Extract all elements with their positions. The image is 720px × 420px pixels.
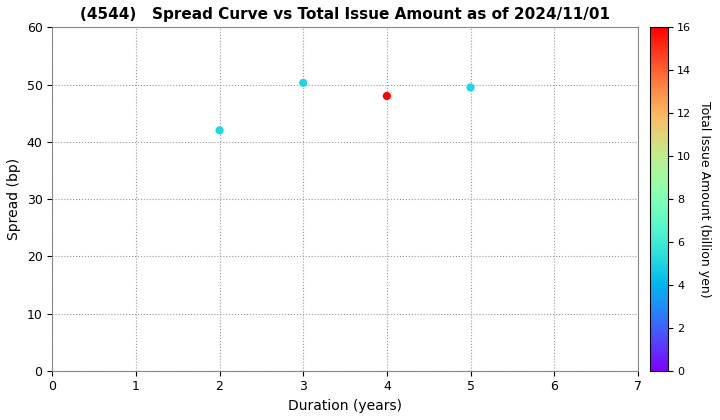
- Point: [297, 79, 309, 86]
- Point: [214, 127, 225, 134]
- Point: [465, 84, 477, 91]
- Y-axis label: Spread (bp): Spread (bp): [7, 158, 21, 240]
- Title: (4544)   Spread Curve vs Total Issue Amount as of 2024/11/01: (4544) Spread Curve vs Total Issue Amoun…: [80, 7, 610, 22]
- Y-axis label: Total Issue Amount (billion yen): Total Issue Amount (billion yen): [698, 101, 711, 297]
- X-axis label: Duration (years): Duration (years): [288, 399, 402, 413]
- Point: [381, 93, 392, 100]
